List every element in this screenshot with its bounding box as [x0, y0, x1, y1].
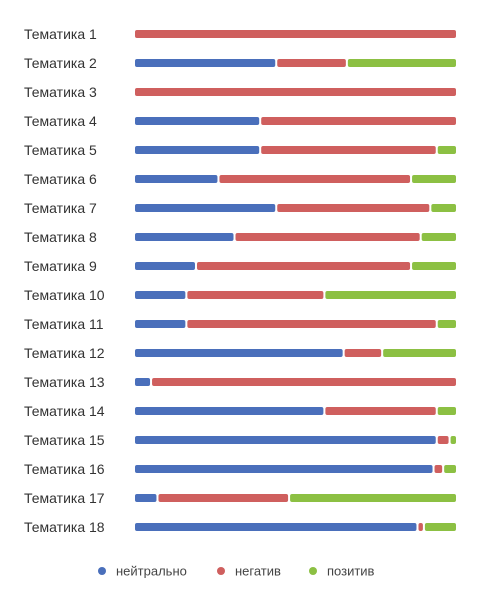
- category-label: Тематика 11: [24, 316, 104, 332]
- legend-label: позитив: [327, 564, 375, 579]
- category-label: Тематика 7: [24, 200, 97, 216]
- category-label: Тематика 4: [24, 113, 97, 129]
- bar-segment-positive: [437, 407, 456, 415]
- bar-segment-neutral: [135, 378, 151, 386]
- bar-segment-neutral: [135, 233, 234, 241]
- legend-marker: [217, 567, 225, 575]
- legend-marker: [309, 567, 317, 575]
- legend-label: негатив: [235, 564, 281, 579]
- bar-segment-neutral: [135, 204, 276, 212]
- bar-segment-neutral: [135, 436, 436, 444]
- bar-segment-neutral: [135, 523, 417, 531]
- bar-segment-negative: [277, 59, 346, 67]
- category-label: Тематика 18: [24, 519, 105, 535]
- category-label: Тематика 16: [24, 461, 105, 477]
- bar-segment-negative: [235, 233, 420, 241]
- bar-segment-positive: [437, 146, 456, 154]
- bar-segment-positive: [424, 523, 456, 531]
- bar-segment-negative: [434, 465, 443, 473]
- bar-segment-neutral: [135, 175, 218, 183]
- category-label: Тематика 14: [24, 403, 105, 419]
- bar-segment-negative: [187, 291, 324, 299]
- bar-segment-positive: [290, 494, 456, 502]
- bar-segment-neutral: [135, 349, 343, 357]
- bar-segment-neutral: [135, 146, 260, 154]
- bar-segment-positive: [437, 320, 456, 328]
- legend-marker: [98, 567, 106, 575]
- category-label: Тематика 5: [24, 142, 97, 158]
- bar-segment-neutral: [135, 320, 186, 328]
- legend-item-negative[interactable]: негатив: [217, 564, 281, 579]
- bar-segment-neutral: [135, 407, 324, 415]
- category-label: Тематика 10: [24, 287, 105, 303]
- bar-segment-positive: [347, 59, 456, 67]
- legend-label: нейтрально: [116, 564, 187, 579]
- bar-segment-negative: [219, 175, 411, 183]
- bar-segment-negative: [277, 204, 430, 212]
- bar-segment-positive: [383, 349, 456, 357]
- legend-item-positive[interactable]: позитив: [309, 564, 375, 579]
- category-labels: Тематика 1 Тематика 2 Тематика 3 Тематика 4…: [24, 26, 105, 535]
- bar-segment-neutral: [135, 262, 195, 270]
- category-label: Тематика 17: [24, 490, 105, 506]
- bar-segment-negative: [196, 262, 411, 270]
- bar-segment-negative: [135, 88, 456, 96]
- bar-segment-negative: [325, 407, 436, 415]
- bar-segment-positive: [421, 233, 456, 241]
- bar-segment-positive: [450, 436, 456, 444]
- bar-segment-neutral: [135, 291, 186, 299]
- category-label: Тематика 12: [24, 345, 105, 361]
- bar-segment-neutral: [135, 59, 276, 67]
- category-label: Тематика 6: [24, 171, 97, 187]
- bar-segment-negative: [152, 378, 457, 386]
- bar-segment-negative: [437, 436, 449, 444]
- legend: нейтрально негатив позитив: [98, 564, 375, 579]
- category-label: Тематика 8: [24, 229, 97, 245]
- bar-segment-positive: [412, 175, 456, 183]
- bar-segment-negative: [135, 30, 456, 38]
- category-label: Тематика 1: [24, 26, 97, 42]
- bar-segment-positive: [444, 465, 456, 473]
- bar-segment-positive: [431, 204, 456, 212]
- bar-segment-negative: [261, 146, 436, 154]
- category-label: Тематика 15: [24, 432, 105, 448]
- bar-segment-negative: [261, 117, 456, 125]
- category-label: Тематика 13: [24, 374, 105, 390]
- bar-segment-negative: [158, 494, 289, 502]
- bar-segment-negative: [418, 523, 423, 531]
- bar-segment-positive: [325, 291, 456, 299]
- legend-item-neutral[interactable]: нейтрально: [98, 564, 187, 579]
- bar-segment-negative: [344, 349, 382, 357]
- bar-segment-neutral: [135, 494, 157, 502]
- bar-segment-negative: [187, 320, 436, 328]
- bar-segment-neutral: [135, 465, 433, 473]
- category-label: Тематика 2: [24, 55, 97, 71]
- bar-segment-positive: [412, 262, 456, 270]
- bar-segment-neutral: [135, 117, 260, 125]
- category-label: Тематика 3: [24, 84, 97, 100]
- category-label: Тематика 9: [24, 258, 97, 274]
- bars: [135, 30, 457, 531]
